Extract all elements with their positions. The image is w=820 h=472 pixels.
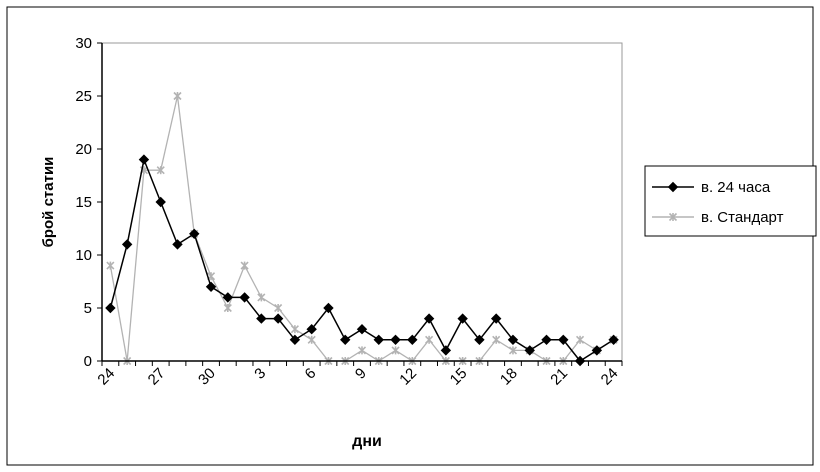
series-0 [105,154,619,367]
legend-label-24-chasa: в. 24 часа [701,179,771,196]
y-tick-label: 30 [75,35,92,52]
data-point [205,281,217,293]
data-point [608,334,619,346]
y-axis-ticks: 0 5 10 15 20 25 30 [75,35,102,370]
data-point [391,346,400,355]
data-point [492,335,501,344]
data-point [490,313,502,324]
data-point [274,303,283,313]
data-point [239,292,250,303]
data-point [106,261,115,270]
data-point [290,325,299,334]
data-point [105,302,116,314]
y-tick-label: 25 [75,88,92,105]
data-point [138,154,150,165]
data-point [474,334,485,346]
data-point [340,334,351,346]
data-point [172,239,183,250]
data-point [307,335,316,344]
data-point [223,303,232,313]
data-point [357,346,367,355]
data-point [256,313,267,324]
legend-label-standart: в. Стандарт [701,209,784,226]
data-point [457,313,468,324]
legend-marker [667,181,679,193]
data-point [155,196,166,208]
data-point [507,334,519,346]
y-axis-label: брой статии [40,157,57,248]
data-point [257,293,266,302]
legend: в. 24 часа в. Стандарт [644,165,817,237]
data-point [524,345,535,356]
data-point [156,166,165,175]
data-point [323,302,334,314]
y-tick-label: 5 [84,300,92,317]
data-point [508,346,518,355]
data-point [306,323,317,335]
y-tick-label: 20 [75,141,92,158]
data-point [541,334,552,346]
data-point [407,334,418,346]
data-point [575,335,585,344]
data-point [423,313,435,324]
data-point [272,313,284,324]
data-point [373,334,384,346]
series-layer [105,91,619,367]
data-point [591,345,603,356]
data-point [440,345,452,356]
data-point [356,323,368,335]
data-point [173,91,182,101]
data-point [121,239,133,250]
y-tick-label: 15 [75,194,92,211]
data-point [558,334,569,346]
x-axis-label: дни [352,433,382,450]
data-point [240,261,249,270]
legend-marker [668,212,678,222]
y-tick-label: 0 [84,353,92,370]
data-point [289,334,301,346]
legend-items [652,181,694,222]
data-point [425,335,434,344]
legend-box [644,165,817,237]
data-point [222,292,234,303]
y-tick-label: 10 [75,247,92,264]
data-point [390,334,401,346]
data-point [189,228,200,240]
